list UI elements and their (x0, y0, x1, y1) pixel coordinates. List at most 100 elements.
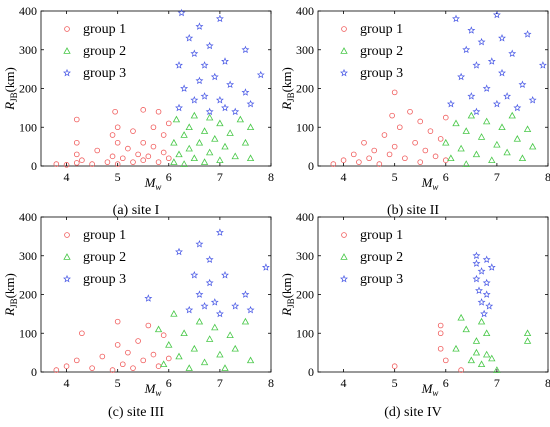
x-tick-label: 8 (268, 376, 274, 390)
data-point (523, 337, 532, 344)
data-point (109, 153, 116, 160)
data-point (114, 342, 121, 348)
data-point (210, 72, 219, 81)
data-point (195, 317, 204, 325)
data-point (215, 309, 224, 318)
data-point (175, 247, 183, 256)
data-point (472, 259, 481, 267)
data-point (452, 119, 460, 127)
data-point (210, 298, 219, 306)
data-point (462, 160, 470, 167)
data-point (145, 153, 152, 160)
legend-marker (64, 26, 70, 32)
data-point (185, 123, 193, 131)
data-point (452, 14, 460, 23)
x-tick-label: 8 (545, 170, 550, 184)
data-point (135, 338, 141, 344)
x-tick-label: 8 (268, 170, 274, 184)
data-point (523, 30, 532, 38)
data-point (498, 123, 506, 131)
data-point (246, 99, 255, 108)
data-point (140, 357, 147, 364)
data-point (417, 159, 424, 165)
y-tick-label: 0 (308, 159, 314, 173)
data-point (63, 363, 70, 369)
data-point (154, 325, 163, 333)
panel-caption: (d) site IV (384, 405, 442, 420)
y-tick-label: 400 (296, 4, 314, 18)
data-point (195, 22, 204, 30)
legend-label: group 3 (83, 66, 126, 81)
data-point (195, 239, 204, 248)
x-axis-label: Mw (421, 175, 439, 192)
series-2 (154, 310, 255, 371)
data-point (472, 274, 481, 283)
data-point (261, 263, 270, 271)
data-point (442, 138, 450, 146)
data-point (422, 147, 429, 154)
y-tick-label: 100 (296, 326, 314, 340)
x-axis-label: Mw (421, 381, 439, 398)
data-point (79, 330, 85, 337)
data-point (195, 290, 204, 298)
data-point (180, 160, 188, 167)
y-tick-label: 0 (31, 365, 37, 379)
data-point (53, 367, 60, 373)
data-point (205, 41, 214, 50)
data-point (170, 158, 178, 165)
data-point (180, 84, 189, 92)
data-point (391, 89, 398, 96)
data-point (94, 147, 101, 154)
data-point (389, 112, 395, 119)
legend-marker (341, 232, 347, 238)
data-point (477, 360, 486, 368)
plot-frame (317, 10, 549, 167)
panel-2: 4 5 6 7 8 0 100 200 300 400 group 1 group 2 group 3 M… (279, 4, 550, 218)
data-point (442, 114, 449, 121)
data-point (216, 119, 224, 127)
data-point (241, 45, 250, 54)
data-point (361, 139, 367, 146)
y-tick-label: 400 (19, 210, 37, 224)
data-point (246, 123, 255, 131)
data-point (508, 111, 516, 119)
data-point (482, 290, 491, 298)
data-point (467, 356, 476, 364)
data-point (487, 263, 496, 271)
data-point (482, 278, 491, 287)
data-point (221, 57, 229, 65)
x-tick-label: 5 (115, 376, 121, 390)
data-point (477, 267, 486, 275)
plot-frame (317, 216, 549, 373)
data-point (185, 305, 194, 314)
data-point (114, 318, 121, 325)
x-tick-label: 4 (64, 376, 70, 390)
data-point (231, 344, 239, 352)
data-point (205, 107, 214, 116)
data-point (175, 352, 183, 360)
data-point (457, 72, 466, 81)
data-point (170, 310, 178, 317)
data-point (221, 364, 229, 371)
data-point (231, 107, 240, 116)
data-point (150, 143, 157, 150)
data-point (73, 139, 80, 146)
data-point (477, 37, 486, 46)
data-point (493, 366, 501, 373)
data-point (140, 107, 147, 113)
legend: group 1 group 2 group 3 (340, 228, 403, 287)
x-tick-label: 5 (392, 170, 398, 184)
data-point (89, 161, 95, 167)
data-point (446, 99, 455, 108)
data-point (160, 332, 167, 338)
data-point (159, 360, 168, 368)
data-point (503, 92, 512, 100)
data-point (513, 135, 522, 142)
data-point (482, 255, 491, 263)
x-tick-label: 6 (443, 170, 449, 184)
series-3 (446, 10, 547, 116)
data-point (492, 99, 501, 108)
legend-label: group 2 (83, 250, 126, 265)
data-point (402, 155, 408, 162)
